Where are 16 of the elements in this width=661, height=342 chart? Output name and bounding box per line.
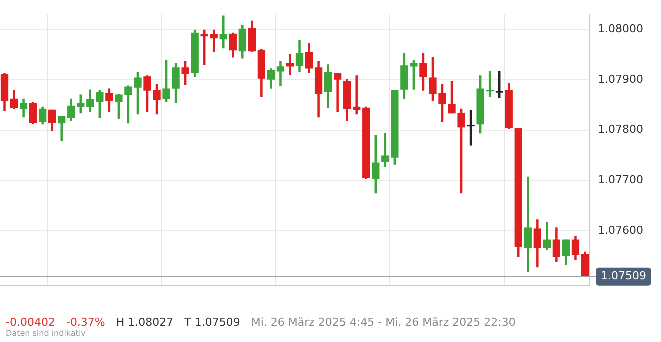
text: -0.37% xyxy=(66,316,106,329)
ref-line-label: 1.07509 xyxy=(601,270,646,283)
candlestick xyxy=(334,73,342,112)
y-tick-label: 1.07700 xyxy=(598,174,644,187)
text: -0.00402 xyxy=(6,316,56,329)
y-tick-label: 1.07900 xyxy=(598,72,644,86)
text: Mi. 26 März 2025 4:45 - Mi. 26 März 2025 22:30 xyxy=(251,316,516,329)
y-tick-label: 1.07600 xyxy=(598,224,644,237)
candlestick xyxy=(220,16,228,49)
y-tick-label: 1.08000 xyxy=(598,22,644,36)
candlestick xyxy=(286,54,294,76)
y-tick-label: 1.07800 xyxy=(598,123,644,136)
candlestick xyxy=(353,76,361,115)
text: Daten sind indikativ xyxy=(6,329,86,338)
text: H 1.08027 xyxy=(116,316,174,329)
text: T 1.07509 xyxy=(184,316,240,329)
